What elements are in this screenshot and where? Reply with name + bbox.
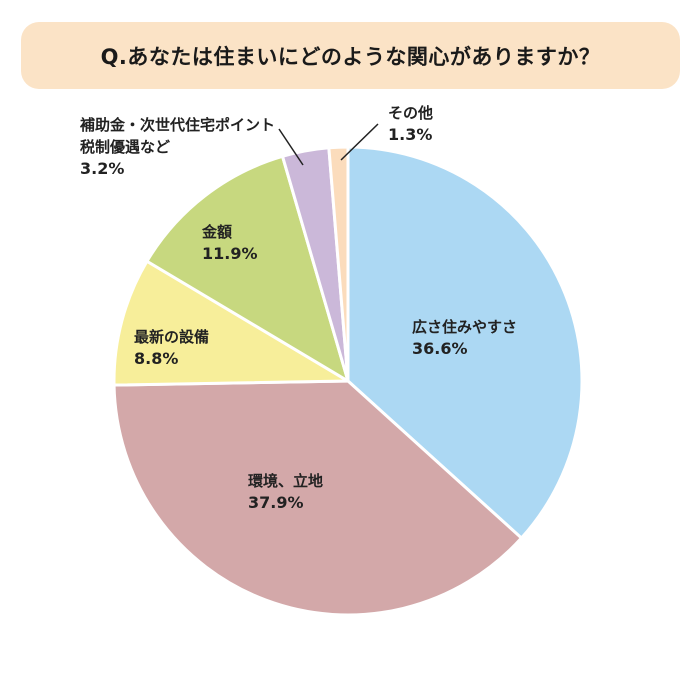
slice-label-sonota: その他 — [388, 104, 434, 122]
pie-slice-hirosa — [346, 145, 584, 540]
slice-value-setsubi: 8.8% — [134, 349, 179, 368]
slice-value-hojokin: 3.2% — [80, 159, 125, 178]
pie-slice-sonota — [327, 145, 350, 383]
pie-slice-kankyo — [112, 379, 523, 617]
label-kingaku: 金額 11.9% — [202, 221, 258, 265]
slice-label-kankyo: 環境、立地 — [248, 472, 324, 490]
slice-label-hojokin-line2: 税制優遇など — [80, 138, 171, 156]
slice-value-kingaku: 11.9% — [202, 244, 258, 263]
slice-label-hojokin-line1: 補助金・次世代住宅ポイント — [80, 116, 276, 134]
title-box: Q.あなたは住まいにどのような関心がありますか？ — [21, 22, 680, 89]
slice-value-sonota: 1.3% — [388, 125, 433, 144]
chart-title: Q.あなたは住まいにどのような関心がありますか？ — [100, 44, 601, 69]
slice-label-kingaku: 金額 — [202, 223, 233, 241]
label-kankyo: 環境、立地 37.9% — [248, 470, 323, 514]
label-hojokin: 補助金・次世代住宅ポイント 税制優遇など 3.2% — [80, 114, 275, 180]
slice-value-hirosa: 36.6% — [412, 339, 468, 358]
pie-slice-setsubi — [112, 259, 350, 387]
slice-label-setsubi: 最新の設備 — [134, 328, 210, 346]
leader-line-hojokin — [278, 128, 304, 166]
label-sonota: その他 1.3% — [388, 102, 433, 146]
label-hirosa: 広さ住みやすさ 36.6% — [412, 316, 517, 360]
slice-label-hirosa: 広さ住みやすさ — [412, 318, 518, 336]
label-setsubi: 最新の設備 8.8% — [134, 326, 209, 370]
leader-line-sonota — [340, 123, 379, 161]
slice-value-kankyo: 37.9% — [248, 493, 304, 512]
